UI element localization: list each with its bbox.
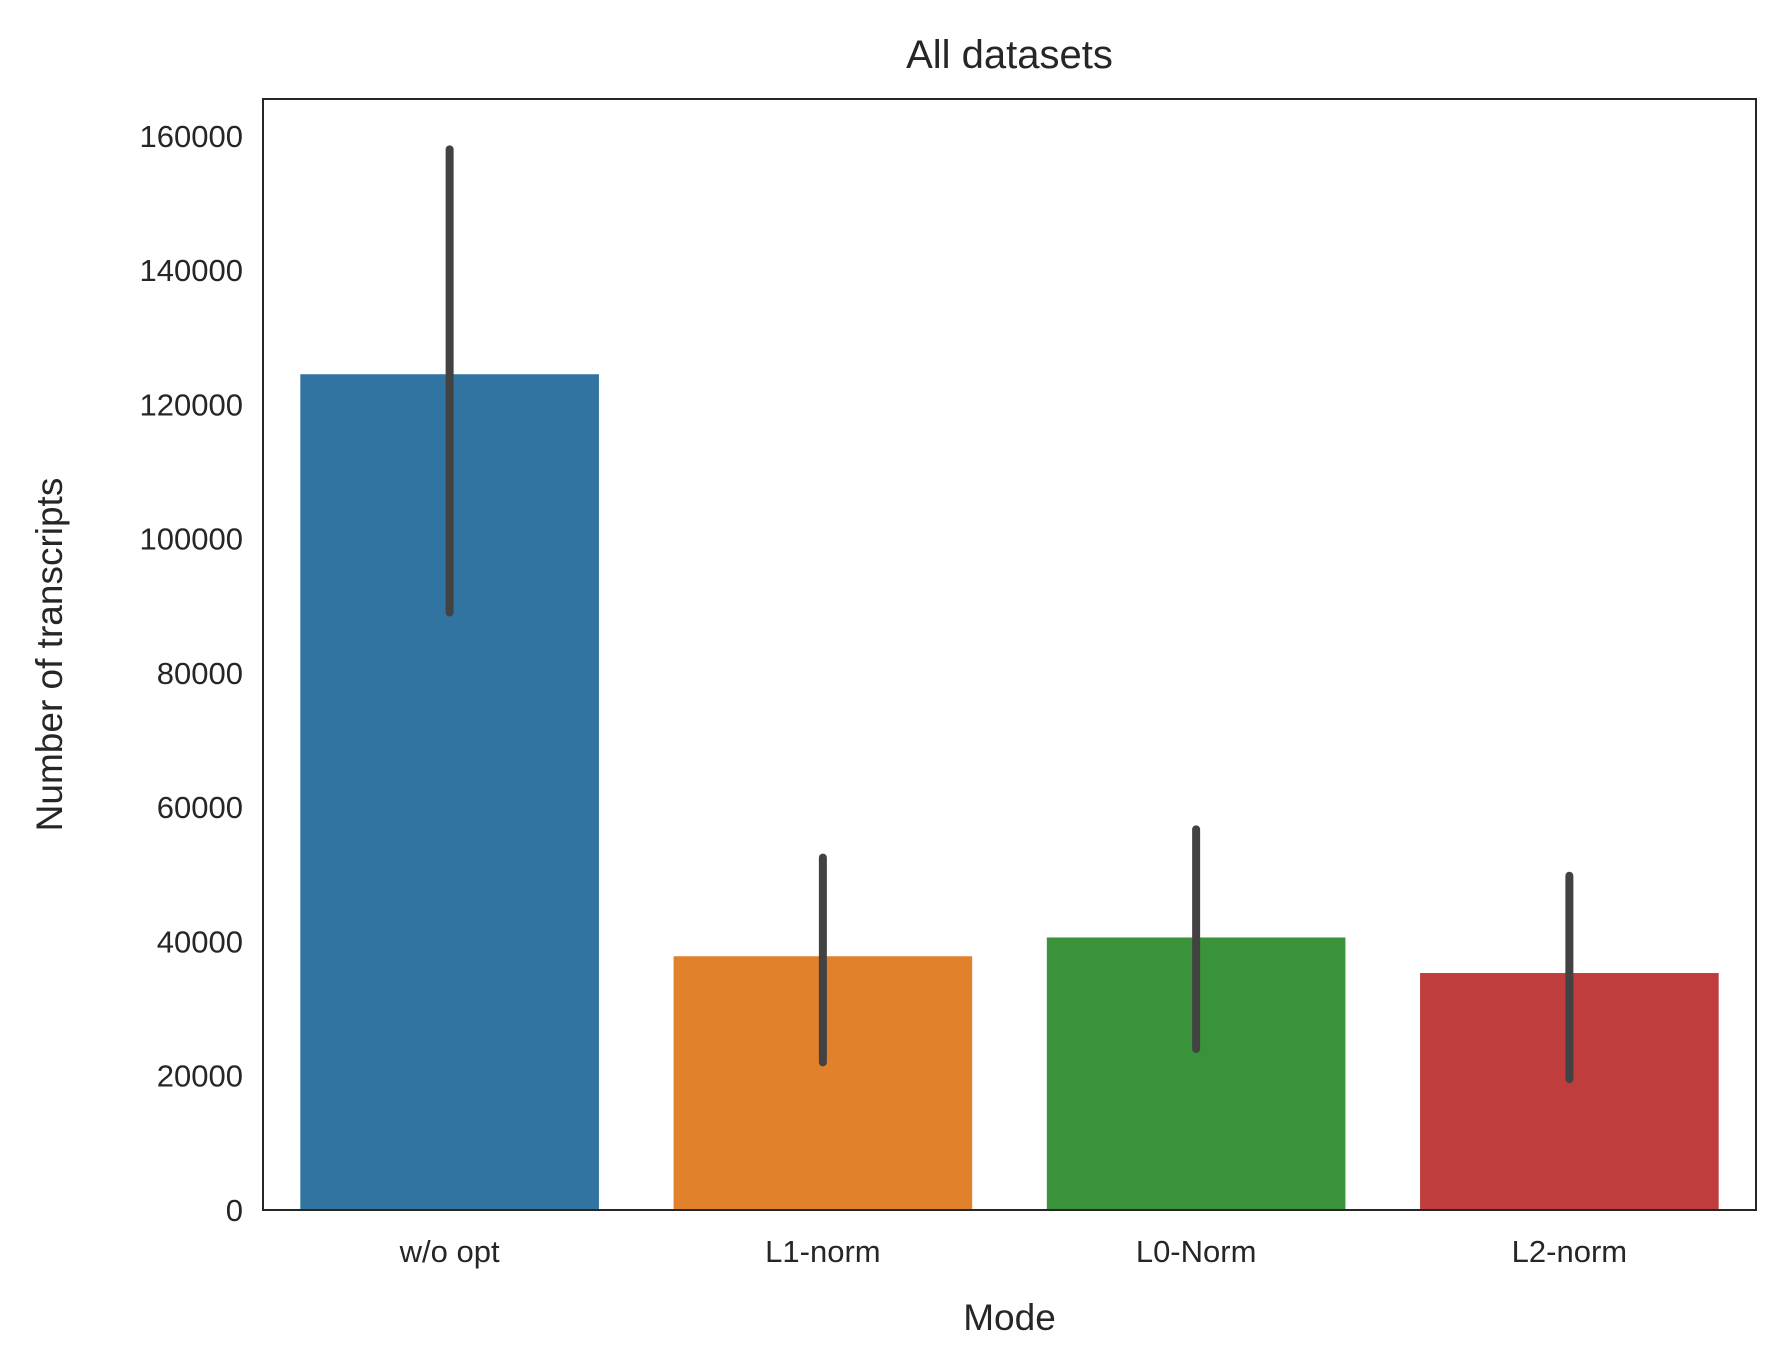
- y-tick-label: 160000: [140, 119, 243, 154]
- y-tick-label: 140000: [140, 253, 243, 288]
- x-tick-label: w/o opt: [399, 1234, 500, 1269]
- x-axis-label: Mode: [963, 1297, 1056, 1338]
- x-axis-ticks: w/o opt L1-norm L0-Norm L2-norm: [399, 1234, 1627, 1269]
- x-tick-label: L0-Norm: [1136, 1234, 1257, 1269]
- x-tick-label: L2-norm: [1512, 1234, 1627, 1269]
- y-tick-label: 60000: [157, 790, 243, 825]
- y-tick-label: 40000: [157, 924, 243, 959]
- plot-frame: [262, 98, 1757, 1211]
- y-tick-label: 80000: [157, 656, 243, 691]
- y-tick-label: 100000: [140, 522, 243, 557]
- bars-layer: [300, 374, 1719, 1210]
- y-tick-label: 120000: [140, 387, 243, 422]
- chart-title: All datasets: [906, 33, 1113, 77]
- y-tick-label: 0: [226, 1193, 243, 1228]
- y-tick-label: 20000: [157, 1059, 243, 1094]
- y-axis-ticks: 0 20000 40000 60000 80000 100000 120000 140000 1…: [140, 119, 243, 1228]
- error-bars-layer: [445, 145, 1574, 1084]
- x-tick-label: L1-norm: [765, 1234, 880, 1269]
- y-axis-label: Number of transcripts: [29, 478, 70, 832]
